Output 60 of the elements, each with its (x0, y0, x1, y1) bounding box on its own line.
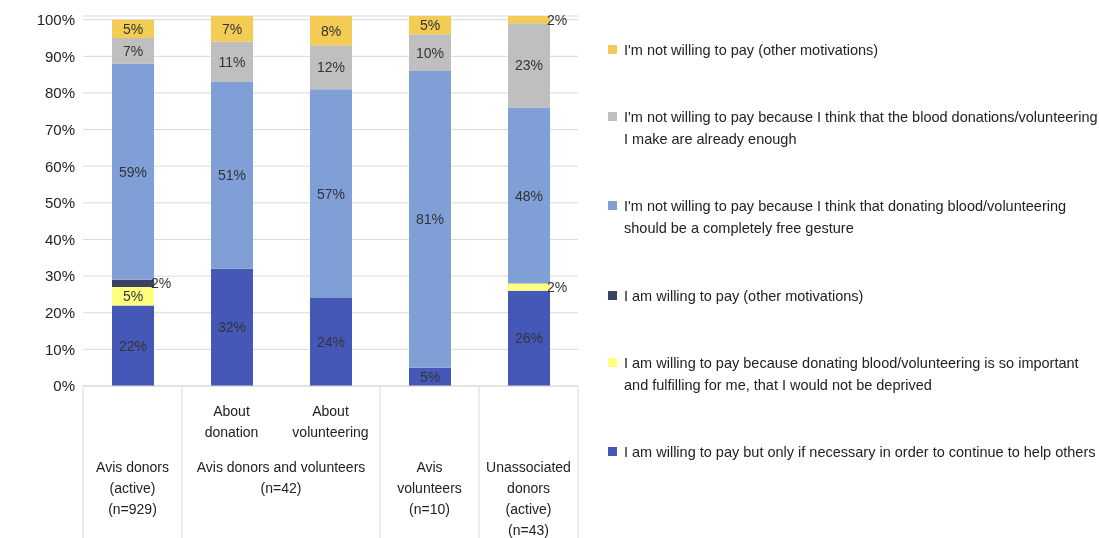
data-label: 48% (514, 187, 544, 204)
bar (310, 298, 352, 386)
data-label: 57% (316, 185, 346, 202)
bar (409, 34, 451, 71)
bar (211, 81, 253, 269)
y-tick-label: 10% (44, 340, 75, 358)
legend-label: I am willing to pay but only if necessary in order to continue to help others (624, 443, 1096, 463)
bar (211, 16, 253, 42)
data-label: 22% (118, 337, 148, 354)
data-label: 5% (122, 288, 144, 305)
data-label: 11% (218, 53, 246, 70)
data-label: 26% (514, 330, 544, 347)
data-label: 5% (122, 20, 144, 37)
data-label: 5% (419, 368, 441, 385)
legend-label: I'm not willing to pay because I think that donating blood/volunteering should be a completely free gesture (624, 197, 1068, 239)
data-label: 81% (415, 211, 445, 228)
x-tick-label: Avis volunteers (n=10) (397, 459, 462, 517)
legend-label: I am willing to pay because donating blood/volunteering is so important and fulfilling for me, that I would not be deprived (624, 353, 1080, 395)
data-label: 8% (320, 22, 342, 39)
bar (211, 41, 253, 82)
x-tick-label: About donation (204, 403, 259, 440)
x-tick-label: Unassociated donors (active) (n=43) (486, 459, 571, 538)
x-tick-label: Avis donors (active) (n=929) (96, 459, 169, 517)
bar (211, 268, 253, 386)
y-tick-label: 80% (44, 84, 75, 102)
bar (112, 63, 154, 280)
y-tick-label: 60% (44, 157, 75, 175)
text: Avis donors and volunteers (n=42) (196, 459, 366, 496)
data-label: 59% (118, 163, 148, 180)
data-label: 32% (217, 319, 247, 336)
data-label: 23% (514, 57, 544, 74)
y-tick-label: 70% (44, 120, 75, 138)
y-tick-label: 90% (44, 47, 75, 65)
y-tick-label: 100% (36, 10, 75, 28)
data-label: 2% (547, 279, 568, 296)
bar (409, 70, 451, 368)
data-label: 7% (221, 20, 243, 37)
y-tick-label: 0% (53, 377, 75, 395)
legend-label: I am willing to pay (other motivations) (624, 286, 864, 306)
data-label: 5% (419, 17, 441, 34)
data-label: 24% (316, 334, 346, 351)
data-label: 10% (415, 44, 445, 61)
y-tick-label: 40% (44, 230, 75, 248)
bar (112, 305, 154, 386)
y-tick-label: 30% (44, 267, 75, 285)
data-label: 2% (547, 11, 568, 28)
x-tick-label: About volunteering (292, 403, 369, 440)
legend-label: I'm not willing to pay (other motivations) (624, 40, 879, 60)
data-label: 12% (316, 59, 346, 76)
data-label: 51% (217, 167, 247, 184)
data-label: 7% (122, 42, 144, 59)
legend-label: I'm not willing to pay because I think that the blood donations/volunteering I make are already enough (624, 108, 1099, 149)
y-tick-label: 20% (44, 304, 75, 322)
bar (112, 37, 154, 64)
y-tick-label: 50% (44, 194, 75, 212)
bar (508, 107, 550, 284)
bar (310, 89, 352, 299)
bar (310, 45, 352, 90)
bar (508, 290, 550, 386)
bar (508, 23, 550, 108)
